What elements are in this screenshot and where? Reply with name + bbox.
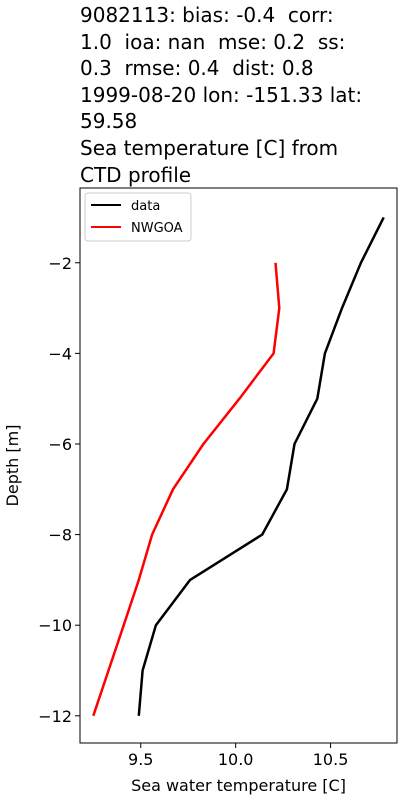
y-tick-label: −10 [38,616,72,635]
legend: data NWGOA [84,192,192,242]
plot-frame [79,187,398,744]
y-tick-label: −4 [48,344,72,363]
chart-title: 9082113: bias: -0.4 corr: 1.0 ioa: nan m… [80,2,398,188]
x-axis-label: Sea water temperature [C] [131,776,346,795]
title-line-5: 59.58 [80,109,138,134]
series-line-nwgoa [92,262,281,717]
title-line-2: 1.0 ioa: nan mse: 0.2 ss: [80,29,346,54]
title-line-6: Sea temperature [C] from [80,135,339,160]
series-layer [92,216,385,717]
legend-label-data: data [131,199,160,214]
y-tick-label: −12 [38,707,72,726]
ticks-layer: 9.5 10.0 10.5 −2 −4 −6 −8 −10 −12 [38,254,348,769]
y-tick-label: −6 [48,435,72,454]
y-axis-label: Depth [m] [3,425,22,507]
x-tick-label: 9.5 [128,750,153,769]
title-line-1: 9082113: bias: -0.4 corr: [80,3,334,27]
title-line-4: 1999-08-20 lon: -151.33 lat: [80,82,363,107]
y-tick-label: −2 [48,254,72,273]
y-tick-label: −8 [48,526,72,545]
title-line-7: CTD profile [80,162,192,187]
series-line-data [137,216,385,716]
legend-label-nwgoa: NWGOA [131,221,183,236]
title-line-3: 0.3 rmse: 0.4 dist: 0.8 [80,56,314,81]
x-tick-label: 10.5 [313,750,349,769]
x-tick-label: 10.0 [218,750,254,769]
